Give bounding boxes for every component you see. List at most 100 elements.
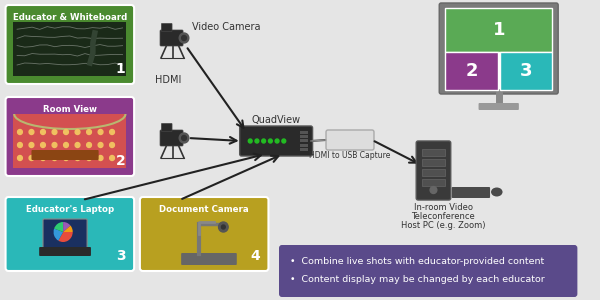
Circle shape xyxy=(52,155,57,160)
Wedge shape xyxy=(53,229,63,241)
Circle shape xyxy=(64,130,68,134)
Circle shape xyxy=(98,130,103,134)
Circle shape xyxy=(221,225,225,229)
FancyBboxPatch shape xyxy=(181,253,237,265)
Circle shape xyxy=(64,142,68,148)
Text: Teleconference: Teleconference xyxy=(411,212,475,221)
Circle shape xyxy=(75,130,80,134)
Text: •  Content display may be changed by each educator: • Content display may be changed by each… xyxy=(290,275,544,284)
Circle shape xyxy=(179,133,189,143)
FancyBboxPatch shape xyxy=(445,8,553,90)
Circle shape xyxy=(17,142,22,148)
FancyBboxPatch shape xyxy=(439,3,558,94)
Circle shape xyxy=(182,35,187,40)
FancyBboxPatch shape xyxy=(43,219,87,249)
Circle shape xyxy=(110,130,115,134)
FancyBboxPatch shape xyxy=(279,245,577,297)
FancyBboxPatch shape xyxy=(300,131,308,134)
Text: Room View: Room View xyxy=(43,104,97,113)
Circle shape xyxy=(110,155,115,160)
FancyBboxPatch shape xyxy=(300,144,308,147)
Text: HDMI to USB Capture: HDMI to USB Capture xyxy=(310,151,391,160)
Circle shape xyxy=(86,155,91,160)
Circle shape xyxy=(41,130,46,134)
Text: Document Camera: Document Camera xyxy=(160,205,249,214)
Circle shape xyxy=(86,130,91,134)
Text: 1: 1 xyxy=(493,21,505,39)
Circle shape xyxy=(248,139,252,143)
Text: 3: 3 xyxy=(520,62,533,80)
FancyBboxPatch shape xyxy=(422,149,445,156)
Circle shape xyxy=(98,142,103,148)
Circle shape xyxy=(275,139,279,143)
Wedge shape xyxy=(54,222,63,232)
Wedge shape xyxy=(63,222,70,232)
Circle shape xyxy=(86,142,91,148)
FancyBboxPatch shape xyxy=(5,197,134,271)
Circle shape xyxy=(262,139,266,143)
Text: Educator's Laptop: Educator's Laptop xyxy=(26,205,114,214)
FancyBboxPatch shape xyxy=(300,135,308,138)
FancyBboxPatch shape xyxy=(445,52,498,90)
FancyBboxPatch shape xyxy=(239,126,313,156)
Circle shape xyxy=(218,222,228,232)
Circle shape xyxy=(182,136,187,140)
Text: Host PC (e.g. Zoom): Host PC (e.g. Zoom) xyxy=(401,221,485,230)
FancyBboxPatch shape xyxy=(300,140,308,142)
Text: 4: 4 xyxy=(250,249,260,263)
FancyBboxPatch shape xyxy=(161,124,172,131)
Circle shape xyxy=(29,130,34,134)
FancyBboxPatch shape xyxy=(326,130,374,150)
Circle shape xyxy=(52,142,57,148)
FancyBboxPatch shape xyxy=(140,197,268,271)
FancyBboxPatch shape xyxy=(300,148,308,151)
FancyBboxPatch shape xyxy=(39,247,91,256)
Circle shape xyxy=(29,142,34,148)
Wedge shape xyxy=(58,232,73,242)
Circle shape xyxy=(41,155,46,160)
FancyBboxPatch shape xyxy=(422,159,445,166)
Text: 1: 1 xyxy=(116,62,125,76)
Text: QuadView: QuadView xyxy=(251,115,301,125)
FancyBboxPatch shape xyxy=(5,97,134,176)
Text: 2: 2 xyxy=(116,154,125,168)
Text: 2: 2 xyxy=(466,62,478,80)
Circle shape xyxy=(75,155,80,160)
Circle shape xyxy=(41,142,46,148)
FancyBboxPatch shape xyxy=(422,169,445,176)
Circle shape xyxy=(268,139,272,143)
Text: HDMI: HDMI xyxy=(155,75,182,85)
FancyBboxPatch shape xyxy=(445,8,553,52)
FancyBboxPatch shape xyxy=(422,179,445,186)
Circle shape xyxy=(75,142,80,148)
FancyBboxPatch shape xyxy=(500,52,553,90)
Circle shape xyxy=(52,130,57,134)
FancyBboxPatch shape xyxy=(160,30,183,46)
FancyBboxPatch shape xyxy=(13,114,127,168)
Circle shape xyxy=(282,139,286,143)
Text: Educator & Whiteboard: Educator & Whiteboard xyxy=(13,13,127,22)
FancyBboxPatch shape xyxy=(479,103,519,110)
FancyBboxPatch shape xyxy=(5,5,134,84)
FancyBboxPatch shape xyxy=(160,130,183,146)
FancyBboxPatch shape xyxy=(161,23,172,32)
Text: •  Combine live shots with educator-provided content: • Combine live shots with educator-provi… xyxy=(290,257,544,266)
Circle shape xyxy=(29,155,34,160)
Circle shape xyxy=(98,155,103,160)
Circle shape xyxy=(179,33,189,43)
Wedge shape xyxy=(63,226,73,232)
Circle shape xyxy=(110,142,115,148)
Circle shape xyxy=(17,155,22,160)
FancyBboxPatch shape xyxy=(416,141,451,200)
FancyBboxPatch shape xyxy=(452,187,490,198)
FancyBboxPatch shape xyxy=(13,22,127,76)
Ellipse shape xyxy=(491,188,503,196)
Text: Video Camera: Video Camera xyxy=(191,22,260,32)
Circle shape xyxy=(430,187,437,194)
Circle shape xyxy=(17,130,22,134)
FancyBboxPatch shape xyxy=(31,150,98,160)
Text: In-room Video: In-room Video xyxy=(413,203,473,212)
Circle shape xyxy=(64,155,68,160)
Text: 3: 3 xyxy=(116,249,125,263)
Circle shape xyxy=(255,139,259,143)
